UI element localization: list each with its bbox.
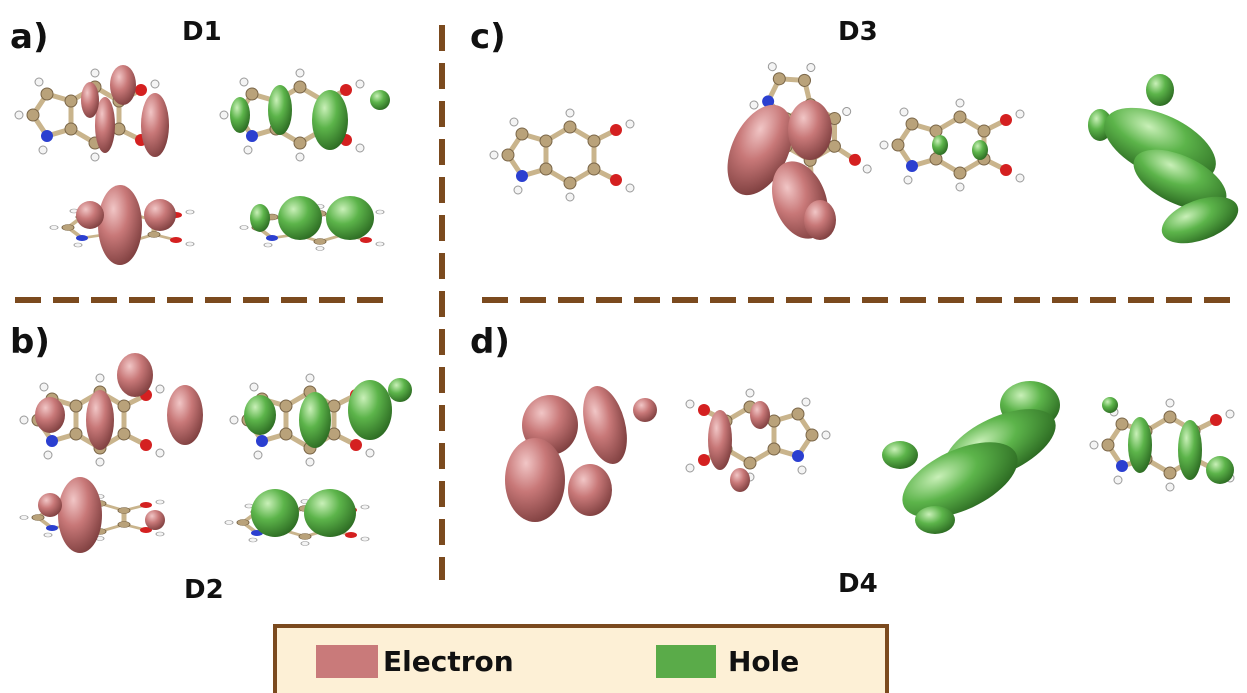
molecule-hole xyxy=(240,196,384,251)
molecule-electron xyxy=(50,185,194,265)
molecule-hole xyxy=(1088,74,1244,252)
molecule-electron xyxy=(714,40,882,246)
molecule-part xyxy=(915,506,955,534)
molecule-part xyxy=(312,90,348,150)
molecule-part xyxy=(882,441,918,469)
molecule-part xyxy=(117,353,153,397)
molecule-part xyxy=(326,196,374,240)
molecule-hole xyxy=(230,374,412,466)
molecule-part xyxy=(633,398,657,422)
molecule-part xyxy=(1146,74,1174,106)
molecule-part xyxy=(1128,417,1152,473)
molecule xyxy=(490,109,634,201)
panel-label: D4 xyxy=(838,569,878,599)
molecule-part xyxy=(304,489,356,537)
panel-letter: a) xyxy=(10,17,48,57)
molecule-part xyxy=(348,380,392,440)
panel-label: D2 xyxy=(184,575,224,605)
molecule-part xyxy=(98,185,142,265)
figure: a) D1 b) D2 c) D3 d) D4 Electron Hole xyxy=(0,0,1247,693)
molecule-part xyxy=(1102,397,1118,413)
molecule-part xyxy=(86,390,114,450)
molecule-part xyxy=(35,397,65,433)
molecule-part xyxy=(299,392,331,448)
panel-letter: c) xyxy=(470,17,506,57)
molecule-part xyxy=(167,385,203,445)
molecule-hole xyxy=(1090,397,1234,491)
molecule-part xyxy=(972,140,988,160)
molecule-electron xyxy=(20,353,203,466)
molecule-part xyxy=(244,395,276,435)
molecule-hole xyxy=(882,381,1066,534)
molecule-part xyxy=(505,438,565,522)
molecule-hole xyxy=(220,69,390,161)
molecule-part xyxy=(788,100,832,160)
molecule-part xyxy=(278,196,322,240)
molecule-part xyxy=(141,93,169,157)
molecule-hole xyxy=(225,489,369,546)
molecule-electron xyxy=(20,477,165,553)
molecule-part xyxy=(730,468,750,492)
molecule-part xyxy=(144,199,176,231)
legend: Electron Hole xyxy=(275,626,887,693)
molecule-part xyxy=(110,65,136,105)
page: a) D1 b) D2 c) D3 d) D4 Electron Hole ((… xyxy=(0,0,1247,693)
molecule-part xyxy=(250,204,270,232)
molecule-part xyxy=(804,200,836,240)
molecule-part xyxy=(38,493,62,517)
molecule-electron xyxy=(686,389,830,492)
molecule-part xyxy=(575,381,634,469)
legend-swatch xyxy=(316,645,378,678)
legend-label: Electron xyxy=(383,645,514,678)
molecule-hole xyxy=(880,99,1024,191)
molecule-part xyxy=(490,109,634,201)
molecule-part xyxy=(750,401,770,429)
legend-label: Hole xyxy=(728,645,799,678)
molecule-part xyxy=(932,135,948,155)
molecule-part xyxy=(76,201,104,229)
molecule-part xyxy=(145,510,165,530)
molecule-electron xyxy=(505,381,657,522)
panel-label: D1 xyxy=(182,17,222,47)
molecule-part xyxy=(1178,420,1202,480)
molecule-electron xyxy=(15,65,169,161)
molecule-part xyxy=(708,410,732,470)
molecule-part xyxy=(230,97,250,133)
molecule-part xyxy=(388,378,412,402)
molecule-part xyxy=(81,82,99,118)
molecule-part xyxy=(268,85,292,135)
panel-label: D3 xyxy=(838,17,878,47)
molecule-part xyxy=(370,90,390,110)
molecule-part xyxy=(1206,456,1234,484)
molecule-part xyxy=(58,477,102,553)
panel-letter: b) xyxy=(10,322,50,362)
legend-swatch xyxy=(656,645,716,678)
molecule-part xyxy=(251,489,299,537)
panel-letter: d) xyxy=(470,322,510,362)
molecule-part xyxy=(568,464,612,516)
molecule-part xyxy=(880,99,1024,191)
